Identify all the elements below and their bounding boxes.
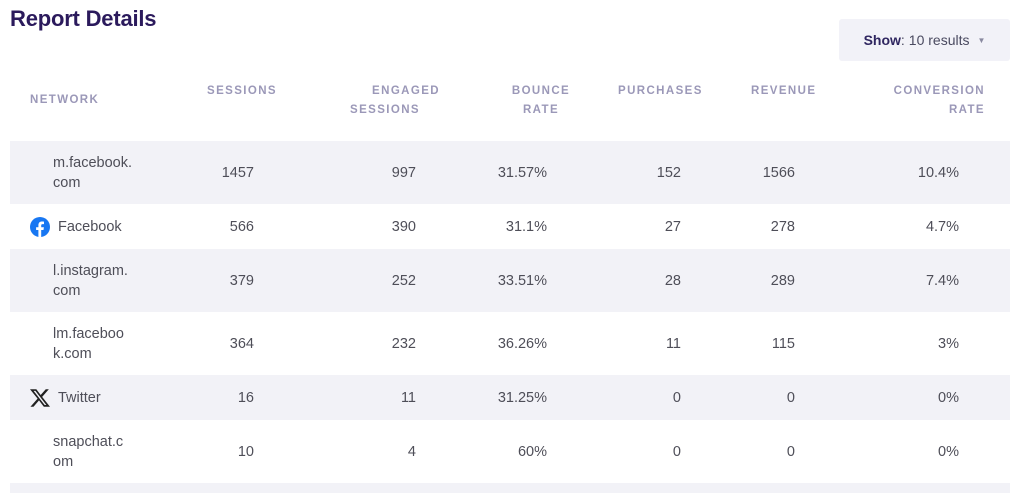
column-header-label: REVENUE (751, 85, 817, 97)
network-name: Facebook (30, 216, 122, 237)
bounce-rate-value: 31.25% (497, 389, 547, 406)
network-name-line: Facebook (58, 218, 122, 235)
column-header-engaged-sessions[interactable]: ENGAGED SESSIONS (350, 82, 440, 120)
engaged-sessions-value: 997 (391, 164, 416, 181)
conversion-rate-value: 4.7% (925, 218, 959, 235)
column-header-label: CONVERSION (893, 85, 985, 97)
column-header-label: BOUNCE (511, 85, 571, 97)
bounce-rate-value: 31.57% (497, 164, 547, 181)
engaged-sessions-value: 11 (400, 389, 416, 406)
chevron-down-icon: ▼ (977, 35, 986, 45)
engaged-sessions-value: 252 (391, 272, 416, 289)
bounce-rate-value: 36.26% (497, 335, 547, 352)
engaged-sessions-value: 232 (391, 335, 416, 352)
purchases-value: 11 (665, 335, 681, 352)
column-header-revenue[interactable]: REVENUE (751, 82, 816, 101)
network-name-line: com (53, 282, 81, 299)
purchases-value: 0 (672, 389, 681, 406)
engaged-sessions-value: 390 (391, 218, 416, 235)
sessions-value: 364 (229, 335, 254, 352)
show-value: 10 results (908, 32, 970, 48)
table-row: Facebook 566 390 31.1% 27 278 4.7% (10, 204, 1010, 249)
network-name-line: Twitter (58, 389, 101, 406)
network-name: m.facebook. com (53, 153, 143, 193)
revenue-value: 115 (771, 335, 795, 352)
sessions-value: 1457 (221, 164, 254, 181)
show-label: Show (863, 32, 901, 48)
network-name: Twitter (30, 388, 101, 408)
purchases-value: 0 (672, 443, 681, 460)
results-per-page-select[interactable]: Show: 10 results ▼ (839, 19, 1010, 61)
table-row: lm.faceboo k.com 364 232 36.26% 11 115 3… (10, 312, 1010, 375)
sessions-value: 16 (237, 389, 254, 406)
network-name-line: om (53, 453, 74, 470)
table-row: l.instagram. com 379 252 33.51% 28 289 7… (10, 249, 1010, 312)
facebook-icon (30, 216, 50, 237)
x-twitter-icon (30, 388, 50, 408)
table-row: snapchat.c om 10 4 60% 0 0 0% (10, 420, 1010, 483)
sessions-value: 379 (229, 272, 254, 289)
table-header: NETWORK SESSIONS ENGAGED SESSIONS BOUNCE… (10, 72, 1010, 141)
column-header-label: SESSIONS (207, 85, 277, 97)
column-header-label: NETWORK (30, 94, 100, 106)
page-title: Report Details (10, 6, 157, 31)
network-name-line: l.instagram. (53, 262, 128, 279)
bounce-rate-value: 33.51% (497, 272, 547, 289)
purchases-value: 28 (664, 272, 681, 289)
revenue-value: 0 (786, 443, 795, 460)
revenue-value: 289 (770, 272, 795, 289)
table-row-partial (10, 483, 1010, 493)
conversion-rate-value: 3% (938, 335, 959, 352)
table-row: m.facebook. com 1457 997 31.57% 152 1566… (10, 141, 1010, 204)
network-name: l.instagram. com (53, 261, 143, 301)
conversion-rate-value: 0% (938, 389, 959, 406)
column-header-bounce-rate[interactable]: BOUNCE RATE (510, 82, 572, 120)
show-colon: : (900, 32, 905, 48)
bounce-rate-value: 31.1% (505, 218, 547, 235)
column-header-label: SESSIONS (350, 104, 420, 116)
revenue-value: 1566 (762, 164, 795, 181)
revenue-value: 0 (786, 389, 795, 406)
network-name-line: k.com (53, 345, 92, 362)
column-header-label: RATE (522, 104, 560, 116)
report-table: NETWORK SESSIONS ENGAGED SESSIONS BOUNCE… (10, 72, 1010, 493)
network-name-line: com (53, 174, 81, 191)
purchases-value: 27 (664, 218, 681, 235)
column-header-label: RATE (948, 104, 985, 116)
sessions-value: 10 (237, 443, 254, 460)
network-name: snapchat.c om (53, 432, 143, 472)
column-header-purchases[interactable]: PURCHASES (618, 82, 703, 101)
network-name-line: m.facebook. (53, 154, 132, 171)
conversion-rate-value: 7.4% (925, 272, 959, 289)
network-name: lm.faceboo k.com (53, 324, 143, 364)
conversion-rate-value: 10.4% (917, 164, 959, 181)
revenue-value: 278 (770, 218, 795, 235)
bounce-rate-value: 60% (517, 443, 547, 460)
network-name-line: lm.faceboo (53, 325, 124, 342)
sessions-value: 566 (229, 218, 254, 235)
network-name-line: snapchat.c (53, 433, 124, 450)
conversion-rate-value: 0% (938, 443, 959, 460)
column-header-sessions[interactable]: SESSIONS (207, 82, 277, 101)
table-row: Twitter 16 11 31.25% 0 0 0% (10, 375, 1010, 420)
column-header-label: ENGAGED (372, 85, 440, 97)
column-header-network[interactable]: NETWORK (30, 91, 99, 110)
engaged-sessions-value: 4 (407, 443, 416, 460)
column-header-conversion-rate[interactable]: CONVERSION RATE (890, 82, 985, 120)
purchases-value: 152 (656, 164, 681, 181)
column-header-label: PURCHASES (618, 85, 703, 97)
